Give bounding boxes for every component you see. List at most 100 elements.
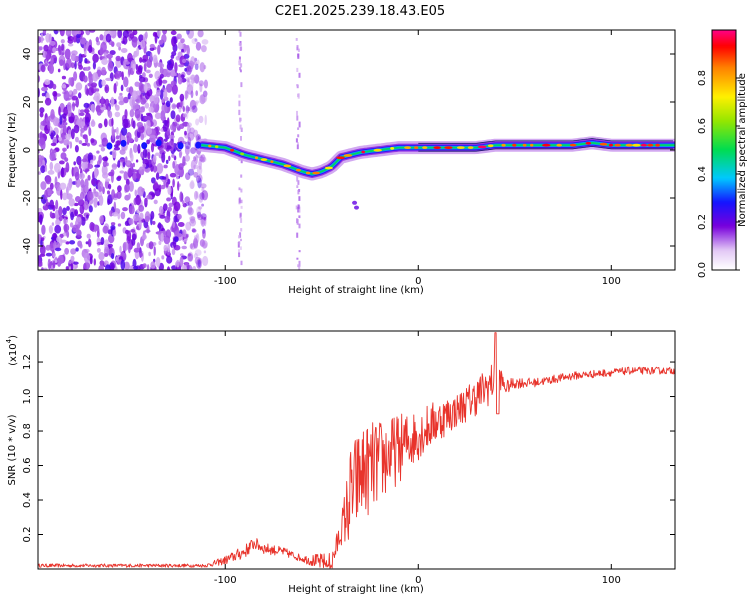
streak-segment — [296, 232, 299, 238]
noise-blob — [137, 186, 144, 197]
noise-blob — [63, 217, 67, 225]
noise-blob — [75, 196, 81, 203]
colorbar-segment — [712, 148, 736, 151]
noise-blob — [105, 33, 112, 43]
noise-blob — [184, 141, 191, 150]
spectrogram-y-tick-label: -20 — [22, 190, 33, 206]
noise-blob — [81, 160, 88, 171]
noise-blob — [186, 84, 194, 95]
spectrogram-y-axis-label: Frequency (Hz) — [7, 112, 18, 188]
noise-blob — [74, 61, 77, 70]
colorbar-segment — [712, 122, 736, 125]
noise-blob — [187, 168, 195, 176]
noise-blob — [145, 91, 150, 100]
noise-blob — [156, 89, 161, 97]
noise-blob — [180, 99, 183, 108]
colorbar-segment — [712, 156, 736, 159]
noise-blob — [196, 206, 202, 217]
noise-blob — [62, 122, 68, 126]
noise-blob — [189, 127, 195, 134]
streak-segment — [295, 138, 298, 143]
noise-blob — [184, 154, 190, 162]
noise-blob — [148, 251, 151, 257]
colorbar-segment — [712, 56, 736, 59]
ridge-hotspot — [422, 146, 428, 150]
noise-blob — [170, 54, 175, 59]
noise-blob — [154, 181, 158, 188]
noise-blob — [199, 192, 205, 201]
noise-blob — [92, 72, 99, 82]
noise-blob — [87, 174, 91, 181]
ridge-hotspot — [501, 143, 506, 147]
noise-blob — [161, 79, 168, 84]
streak-segment — [297, 93, 300, 99]
noise-blob — [86, 214, 89, 219]
colorbar-segment — [712, 104, 736, 107]
noise-blob — [128, 193, 131, 200]
noise-blob — [173, 236, 179, 243]
noise-blob — [146, 139, 151, 145]
noise-blob — [118, 100, 125, 106]
noise-blob — [110, 222, 116, 226]
noise-blob — [153, 246, 156, 256]
noise-blob — [45, 53, 50, 62]
noise-blob — [152, 220, 156, 225]
colorbar-segment — [712, 262, 736, 265]
colorbar-segment — [712, 52, 736, 55]
noise-blob — [127, 243, 131, 254]
noise-blob — [181, 265, 188, 270]
ridge-dot — [155, 139, 162, 147]
noise-blob — [192, 240, 199, 250]
ridge-hotspot — [336, 156, 345, 160]
noise-blob — [44, 166, 48, 173]
noise-blob — [175, 259, 180, 268]
noise-blob — [185, 110, 189, 120]
colorbar-gradient — [712, 30, 736, 271]
noise-blob — [136, 47, 140, 57]
noise-blob — [163, 237, 170, 242]
noise-blob — [157, 30, 161, 37]
noise-blob — [60, 39, 65, 44]
colorbar-segment — [712, 106, 736, 109]
noise-blob — [68, 198, 75, 207]
noise-blob — [202, 240, 208, 249]
colorbar-segment — [712, 250, 736, 253]
noise-blob — [132, 30, 138, 36]
noise-blob — [117, 185, 122, 193]
noise-blob — [53, 240, 57, 251]
snr-x-axis-label: Height of straight line (km) — [288, 584, 424, 595]
noise-blob — [193, 253, 198, 259]
noise-blob — [163, 164, 168, 169]
noise-blob — [66, 230, 70, 238]
noise-blob — [136, 121, 143, 128]
noise-blob — [190, 56, 196, 67]
noise-blob — [191, 229, 197, 233]
noise-blob — [181, 245, 187, 250]
noise-blob — [56, 236, 62, 243]
ridge-dot — [177, 142, 184, 150]
noise-blob — [113, 144, 119, 148]
noise-blob — [200, 93, 208, 103]
noise-blob — [158, 205, 164, 215]
noise-blob — [78, 140, 83, 145]
ridge-hotspot — [614, 143, 621, 147]
colorbar-segment — [712, 46, 736, 49]
colorbar-segment — [712, 110, 736, 113]
noise-blob — [187, 30, 194, 39]
snr-scale-factor: (x104) — [5, 335, 19, 366]
ridge-hotspot — [414, 146, 419, 150]
noise-blob — [119, 245, 122, 254]
noise-blob — [99, 34, 104, 41]
noise-blob — [161, 34, 167, 43]
noise-blob — [52, 252, 56, 258]
streak-segment — [238, 252, 241, 258]
noise-blob — [199, 83, 203, 93]
noise-blob — [161, 98, 165, 103]
colorbar-segment — [712, 50, 736, 53]
noise-blob — [74, 145, 79, 153]
noise-blob — [52, 260, 56, 269]
noise-blob — [86, 142, 90, 147]
noise-blob — [187, 106, 191, 112]
noise-blob — [134, 81, 140, 87]
noise-blob — [160, 184, 166, 190]
